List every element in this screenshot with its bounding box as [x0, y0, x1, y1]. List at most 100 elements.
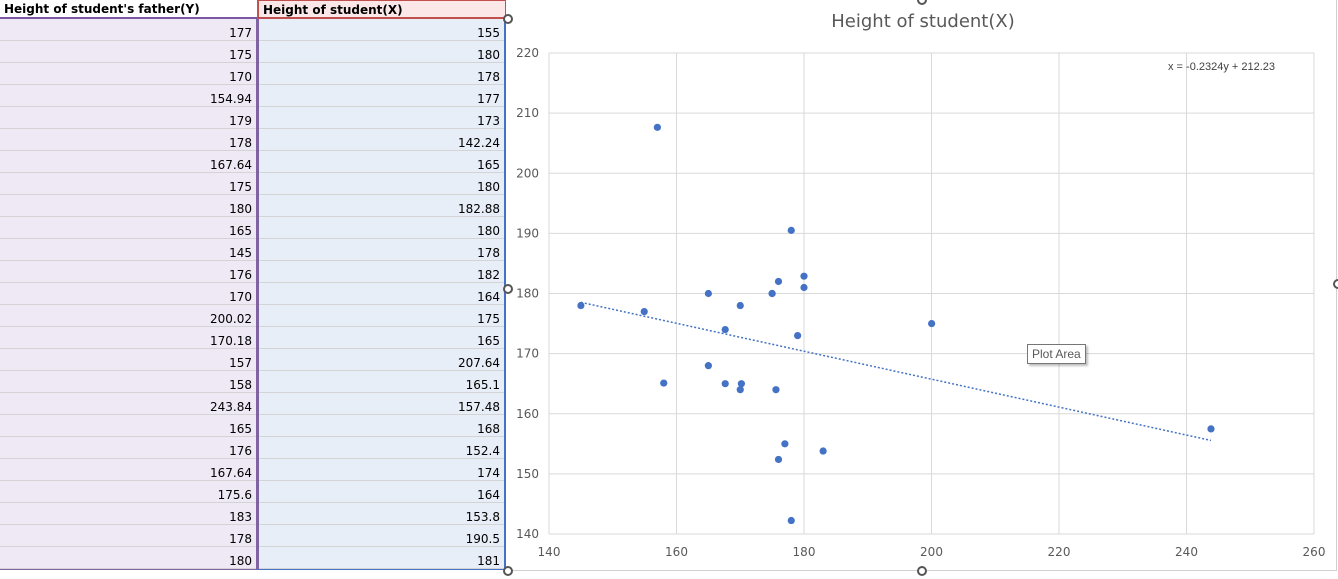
father-height-cell[interactable]: 167.64: [0, 151, 256, 173]
student-height-cell[interactable]: 177: [259, 85, 504, 107]
student-height-cell[interactable]: 175: [259, 305, 504, 327]
student-height-cell[interactable]: 173: [259, 107, 504, 129]
father-height-column: 177 175 170 154.94 179 178 167.64 175 180 165 145 1…: [0, 19, 258, 570]
data-point[interactable]: [928, 319, 936, 328]
father-height-cell[interactable]: 178: [0, 525, 256, 547]
student-height-cell[interactable]: 180: [259, 217, 504, 239]
data-point[interactable]: [577, 301, 585, 310]
father-height-cell[interactable]: 180: [0, 195, 256, 217]
father-height-cell[interactable]: 170: [0, 63, 256, 85]
student-height-cell[interactable]: 152.4: [259, 437, 504, 459]
student-height-cell[interactable]: 165: [259, 327, 504, 349]
father-height-cell[interactable]: 178: [0, 129, 256, 151]
chart-resize-handle-mid-left[interactable]: [503, 284, 513, 294]
father-height-cell[interactable]: 158: [0, 371, 256, 393]
father-height-cell[interactable]: 176: [0, 437, 256, 459]
father-height-cell[interactable]: 175.6: [0, 481, 256, 503]
father-height-cell[interactable]: 175: [0, 173, 256, 195]
father-height-cell[interactable]: 180: [0, 547, 256, 569]
data-point[interactable]: [787, 516, 795, 525]
chart-title[interactable]: Height of student(X): [831, 11, 1015, 32]
y-tick-label: 200: [516, 166, 539, 180]
y-tick-label: 160: [516, 407, 539, 421]
student-height-cell[interactable]: 178: [259, 239, 504, 261]
student-height-cell[interactable]: 142.24: [259, 129, 504, 151]
column-header-father-height[interactable]: Height of student's father(Y): [0, 0, 258, 19]
data-point[interactable]: [819, 447, 827, 455]
data-point[interactable]: [772, 386, 780, 394]
father-height-cell[interactable]: 165: [0, 415, 256, 437]
student-height-cell[interactable]: 180: [259, 173, 504, 195]
x-tick-label: 200: [920, 545, 943, 559]
data-point[interactable]: [660, 379, 668, 387]
student-height-cell[interactable]: 164: [259, 283, 504, 305]
student-height-cell[interactable]: 153.8: [259, 503, 504, 525]
student-height-cell[interactable]: 164: [259, 481, 504, 503]
student-height-cell[interactable]: 181: [259, 547, 504, 569]
student-height-column: 155 180 178 177 173 142.24 165 180 182.88 180 178 1…: [258, 19, 506, 570]
student-height-cell[interactable]: 157.48: [259, 393, 504, 415]
father-height-cell[interactable]: 179: [0, 107, 256, 129]
plot-area-tooltip: Plot Area: [1027, 344, 1086, 364]
chart-resize-handle-mid-right[interactable]: [1333, 279, 1338, 289]
trendline-equation[interactable]: x = -0.2324y + 212.23: [1168, 61, 1276, 73]
father-height-cell[interactable]: 243.84: [0, 393, 256, 415]
data-point[interactable]: [800, 283, 808, 292]
data-point[interactable]: [640, 307, 648, 316]
data-point[interactable]: [736, 301, 744, 310]
father-height-cell[interactable]: 157: [0, 349, 256, 371]
x-tick-label: 240: [1175, 545, 1198, 559]
father-height-cell[interactable]: 165: [0, 217, 256, 239]
column-header-student-height[interactable]: Height of student(X): [258, 0, 506, 19]
y-tick-label: 210: [516, 106, 539, 120]
chart-resize-handle-bottom-left[interactable]: [503, 566, 513, 576]
data-point[interactable]: [794, 331, 802, 340]
student-height-cell[interactable]: 168: [259, 415, 504, 437]
chart-resize-handle-bottom-mid[interactable]: [917, 566, 927, 576]
data-point[interactable]: [704, 362, 712, 370]
student-height-cell[interactable]: 178: [259, 63, 504, 85]
father-height-cell[interactable]: 145: [0, 239, 256, 261]
chart-resize-handle-top-left[interactable]: [503, 14, 513, 24]
data-point[interactable]: [800, 272, 808, 280]
father-height-cell[interactable]: 175: [0, 41, 256, 63]
y-tick-label: 150: [516, 467, 539, 481]
y-tick-label: 220: [516, 46, 539, 60]
x-tick-label: 160: [665, 545, 688, 559]
father-height-cell[interactable]: 170.18: [0, 327, 256, 349]
student-height-cell[interactable]: 207.64: [259, 349, 504, 371]
father-height-cell[interactable]: 154.94: [0, 85, 256, 107]
data-point[interactable]: [774, 455, 783, 464]
student-height-cell[interactable]: 182.88: [259, 195, 504, 217]
student-height-cell[interactable]: 174: [259, 459, 504, 481]
x-tick-label: 140: [538, 545, 561, 559]
student-height-cell[interactable]: 155: [259, 19, 504, 41]
student-height-cell[interactable]: 165.1: [259, 371, 504, 393]
spreadsheet-grid: Height of student's father(Y) Height of …: [0, 0, 510, 579]
father-height-cell[interactable]: 183: [0, 503, 256, 525]
father-height-cell[interactable]: 176: [0, 261, 256, 283]
data-point[interactable]: [768, 289, 776, 298]
chart-resize-handle-top-mid[interactable]: [917, 0, 927, 5]
father-height-cell[interactable]: 177: [0, 19, 256, 41]
scatter-chart[interactable]: Height of student(X) 140 150 160 170 180 190 2…: [508, 0, 1338, 572]
data-point[interactable]: [737, 380, 745, 388]
plot-area[interactable]: 140 150 160 170 180 190 200 210 220 140 160 180 200 2…: [508, 0, 1338, 572]
data-point[interactable]: [704, 289, 712, 298]
student-height-cell[interactable]: 182: [259, 261, 504, 283]
student-height-cell[interactable]: 165: [259, 151, 504, 173]
father-height-cell[interactable]: 167.64: [0, 459, 256, 481]
data-point[interactable]: [781, 440, 789, 448]
data-point[interactable]: [787, 226, 795, 234]
student-height-cell[interactable]: 190.5: [259, 525, 504, 547]
data-point[interactable]: [721, 325, 729, 334]
data-point[interactable]: [653, 123, 661, 131]
data-point[interactable]: [774, 277, 783, 286]
data-point[interactable]: [721, 380, 729, 388]
x-tick-label: 260: [1303, 545, 1326, 559]
data-point[interactable]: [1207, 425, 1215, 433]
data-point[interactable]: [736, 386, 744, 394]
father-height-cell[interactable]: 200.02: [0, 305, 256, 327]
father-height-cell[interactable]: 170: [0, 283, 256, 305]
student-height-cell[interactable]: 180: [259, 41, 504, 63]
